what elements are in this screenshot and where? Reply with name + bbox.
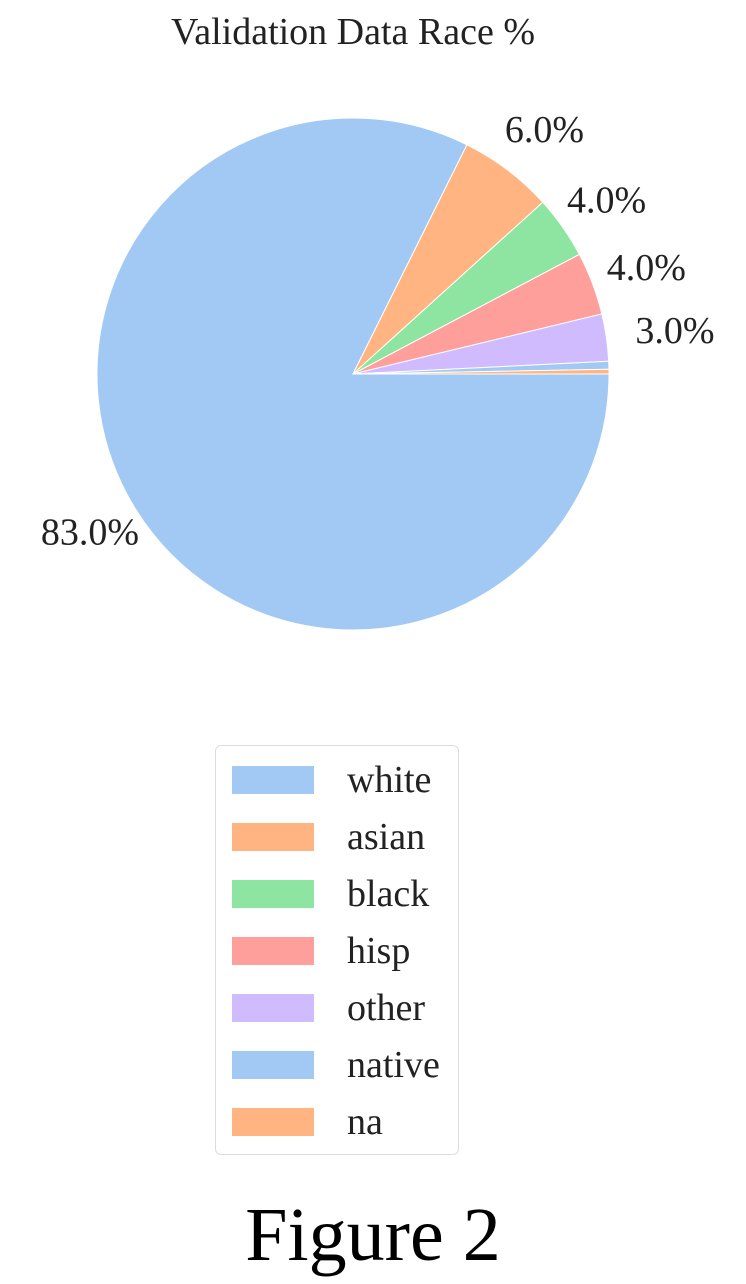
legend-swatch-white — [232, 766, 314, 794]
legend: white asian black hisp other native na — [215, 745, 459, 1155]
legend-swatch-black — [232, 880, 314, 908]
legend-item-white: white — [216, 760, 458, 800]
pie-slice-label-black: 4.0% — [567, 180, 646, 222]
legend-label-white: white — [347, 759, 432, 801]
legend-label-native: native — [347, 1044, 440, 1086]
legend-item-black: black — [216, 874, 458, 914]
legend-swatch-native — [232, 1051, 314, 1079]
legend-swatch-asian — [232, 823, 314, 851]
pie-slice-label-hisp: 4.0% — [607, 247, 686, 289]
pie-slices — [96, 117, 610, 631]
pie-slice-label-asian: 6.0% — [505, 109, 584, 151]
figure-caption: Figure 2 — [245, 1193, 501, 1277]
pie-slice-na — [352, 368, 610, 375]
legend-label-hisp: hisp — [347, 930, 411, 972]
legend-label-asian: asian — [347, 816, 426, 858]
pie-slice-white — [96, 117, 610, 631]
chart-title: Validation Data Race % — [170, 11, 536, 53]
legend-item-other: other — [216, 988, 458, 1028]
legend-item-native: native — [216, 1045, 458, 1085]
pie-slice-label-other: 3.0% — [635, 310, 714, 352]
legend-label-na: na — [347, 1101, 383, 1143]
legend-swatch-na — [232, 1108, 314, 1136]
pie-slice-label-white: 83.0% — [41, 512, 139, 554]
legend-label-black: black — [347, 873, 430, 915]
legend-swatch-hisp — [232, 937, 314, 965]
pie-slice-labels: 83.0% 6.0% 4.0% 4.0% 3.0% — [41, 109, 715, 554]
legend-label-other: other — [347, 987, 426, 1029]
legend-item-asian: asian — [216, 817, 458, 857]
legend-item-hisp: hisp — [216, 931, 458, 971]
pie-chart: 83.0% 6.0% 4.0% 4.0% 3.0% — [41, 109, 715, 631]
legend-item-na: na — [216, 1102, 458, 1142]
legend-swatch-other — [232, 994, 314, 1022]
